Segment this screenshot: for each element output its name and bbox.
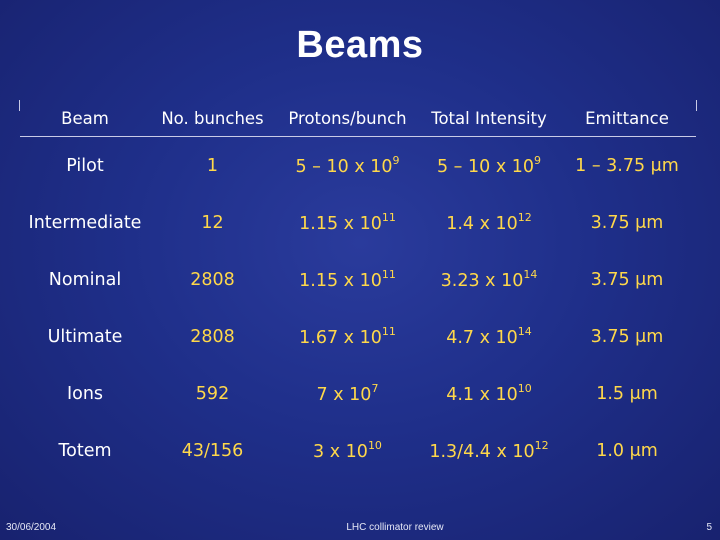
cell-beam: Totem [58, 440, 112, 461]
cell-intensity: 5 – 10 x 109 [420, 137, 558, 195]
intensity-exponent: 12 [517, 210, 532, 224]
cell-bunches: 2808 [190, 269, 235, 290]
protons-mantissa: 7 x 10 [316, 384, 372, 405]
intensity-exponent: 14 [523, 267, 538, 281]
table-header-row: Beam No. bunches Protons/bunch Total Int… [20, 100, 696, 137]
intensity-mantissa: 5 – 10 x 10 [436, 156, 535, 177]
table-row: Ions 592 7 x 107 4.1 x 1010 1.5 μm [20, 365, 696, 422]
header-beam: Beam [20, 100, 150, 137]
table-row: Totem 43/156 3 x 1010 1.3/4.4 x 1012 1.0… [20, 422, 696, 479]
cell-beam: Pilot [66, 155, 104, 176]
protons-exponent: 11 [381, 267, 396, 281]
cell-intensity: 4.1 x 1010 [420, 365, 558, 422]
cell-intensity: 1.3/4.4 x 1012 [420, 422, 558, 479]
intensity-exponent: 12 [534, 438, 549, 452]
protons-exponent: 11 [381, 324, 396, 338]
footer-title: LHC collimator review [346, 522, 444, 533]
intensity-mantissa: 4.1 x 10 [446, 384, 518, 405]
table-row: Pilot 1 5 – 10 x 109 5 – 10 x 109 1 – 3.… [20, 137, 696, 195]
protons-mantissa: 1.67 x 10 [299, 327, 382, 348]
protons-exponent: 7 [371, 381, 379, 395]
header-no-bunches: No. bunches [150, 100, 275, 137]
cell-emittance: 3.75 μm [590, 212, 664, 233]
cell-emittance: 1.0 μm [596, 440, 658, 461]
cell-bunches: 12 [201, 212, 224, 233]
protons-mantissa: 1.15 x 10 [299, 270, 382, 291]
cell-beam: Ultimate [47, 326, 123, 347]
cell-protons: 1.67 x 1011 [275, 308, 420, 365]
header-protons-per-bunch: Protons/bunch [275, 100, 420, 137]
cell-beam: Ions [66, 383, 104, 404]
intensity-exponent: 10 [517, 381, 532, 395]
intensity-mantissa: 4.7 x 10 [446, 327, 518, 348]
cell-intensity: 3.23 x 1014 [420, 251, 558, 308]
footer-date: 30/06/2004 [6, 522, 57, 533]
cell-emittance: 1.5 μm [596, 383, 658, 404]
cell-beam: Intermediate [28, 212, 142, 233]
cell-protons: 1.15 x 1011 [275, 194, 420, 251]
cell-emittance: 3.75 μm [590, 326, 664, 347]
cell-bunches: 2808 [190, 326, 235, 347]
slide-title: Beams [296, 24, 424, 66]
cell-beam: Nominal [48, 269, 122, 290]
protons-mantissa: 5 – 10 x 10 [295, 156, 393, 177]
cell-intensity: 1.4 x 1012 [420, 194, 558, 251]
intensity-exponent: 14 [517, 324, 532, 338]
table-row: Nominal 2808 1.15 x 1011 3.23 x 1014 3.7… [20, 251, 696, 308]
table-row: Ultimate 2808 1.67 x 1011 4.7 x 1014 3.7… [20, 308, 696, 365]
protons-exponent: 9 [392, 153, 400, 167]
beams-table: Beam No. bunches Protons/bunch Total Int… [20, 100, 696, 479]
protons-exponent: 11 [381, 210, 396, 224]
intensity-mantissa: 1.3/4.4 x 10 [429, 441, 535, 462]
cell-bunches: 1 [206, 155, 219, 176]
protons-exponent: 10 [367, 438, 382, 452]
cell-protons: 1.15 x 1011 [275, 251, 420, 308]
intensity-mantissa: 3.23 x 10 [440, 270, 524, 291]
cell-bunches: 592 [195, 383, 230, 404]
cell-protons: 3 x 1010 [275, 422, 420, 479]
table-frame-left [19, 100, 20, 111]
cell-emittance: 3.75 μm [590, 269, 664, 290]
cell-protons: 5 – 10 x 109 [275, 137, 420, 195]
table-row: Intermediate 12 1.15 x 1011 1.4 x 1012 3… [20, 194, 696, 251]
cell-emittance: 1 – 3.75 μm [575, 155, 679, 176]
cell-bunches: 43/156 [181, 440, 244, 461]
intensity-exponent: 9 [534, 153, 542, 167]
cell-protons: 7 x 107 [275, 365, 420, 422]
page-number: 5 [706, 522, 712, 533]
intensity-mantissa: 1.4 x 10 [446, 213, 518, 234]
header-total-intensity: Total Intensity [420, 100, 558, 137]
cell-intensity: 4.7 x 1014 [420, 308, 558, 365]
header-emittance: Emittance [558, 100, 696, 137]
table-frame-right [696, 100, 697, 111]
protons-mantissa: 3 x 10 [313, 441, 368, 462]
protons-mantissa: 1.15 x 10 [299, 213, 382, 234]
